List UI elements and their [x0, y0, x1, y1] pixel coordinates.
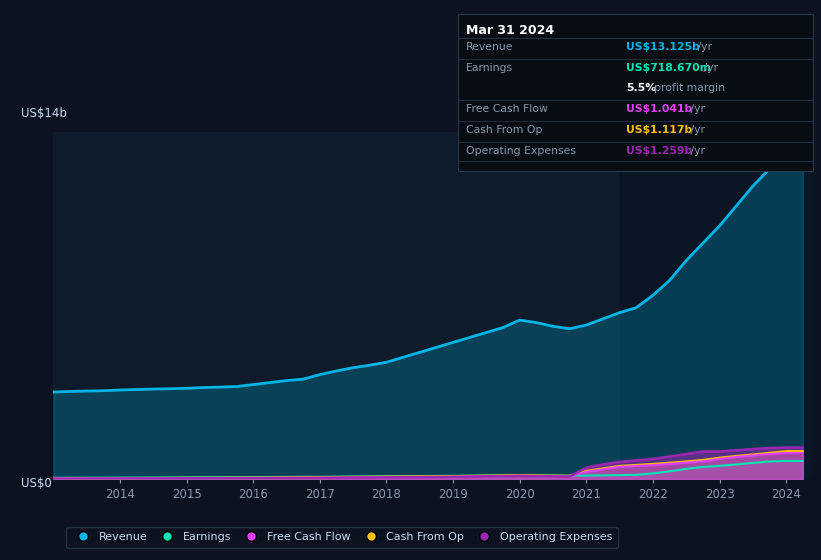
Text: Cash From Op: Cash From Op [466, 125, 543, 135]
Text: Operating Expenses: Operating Expenses [466, 146, 576, 156]
Text: 5.5%: 5.5% [626, 83, 657, 94]
Text: US$1.117b: US$1.117b [626, 125, 693, 135]
Text: /yr: /yr [694, 42, 712, 52]
Text: US$14b: US$14b [21, 108, 67, 120]
Legend: Revenue, Earnings, Free Cash Flow, Cash From Op, Operating Expenses: Revenue, Earnings, Free Cash Flow, Cash … [67, 527, 617, 548]
Text: US$13.125b: US$13.125b [626, 42, 700, 52]
Text: Revenue: Revenue [466, 42, 514, 52]
Text: Mar 31 2024: Mar 31 2024 [466, 24, 554, 37]
Text: Free Cash Flow: Free Cash Flow [466, 104, 548, 114]
Text: /yr: /yr [687, 125, 705, 135]
Text: US$718.670m: US$718.670m [626, 63, 712, 73]
Text: US$1.259b: US$1.259b [626, 146, 693, 156]
Text: /yr: /yr [700, 63, 718, 73]
Text: US$1.041b: US$1.041b [626, 104, 693, 114]
Text: Earnings: Earnings [466, 63, 513, 73]
Text: profit margin: profit margin [654, 83, 725, 94]
Text: US$0: US$0 [21, 477, 51, 490]
Text: /yr: /yr [687, 146, 705, 156]
Bar [620, 132, 813, 479]
Text: /yr: /yr [687, 104, 705, 114]
